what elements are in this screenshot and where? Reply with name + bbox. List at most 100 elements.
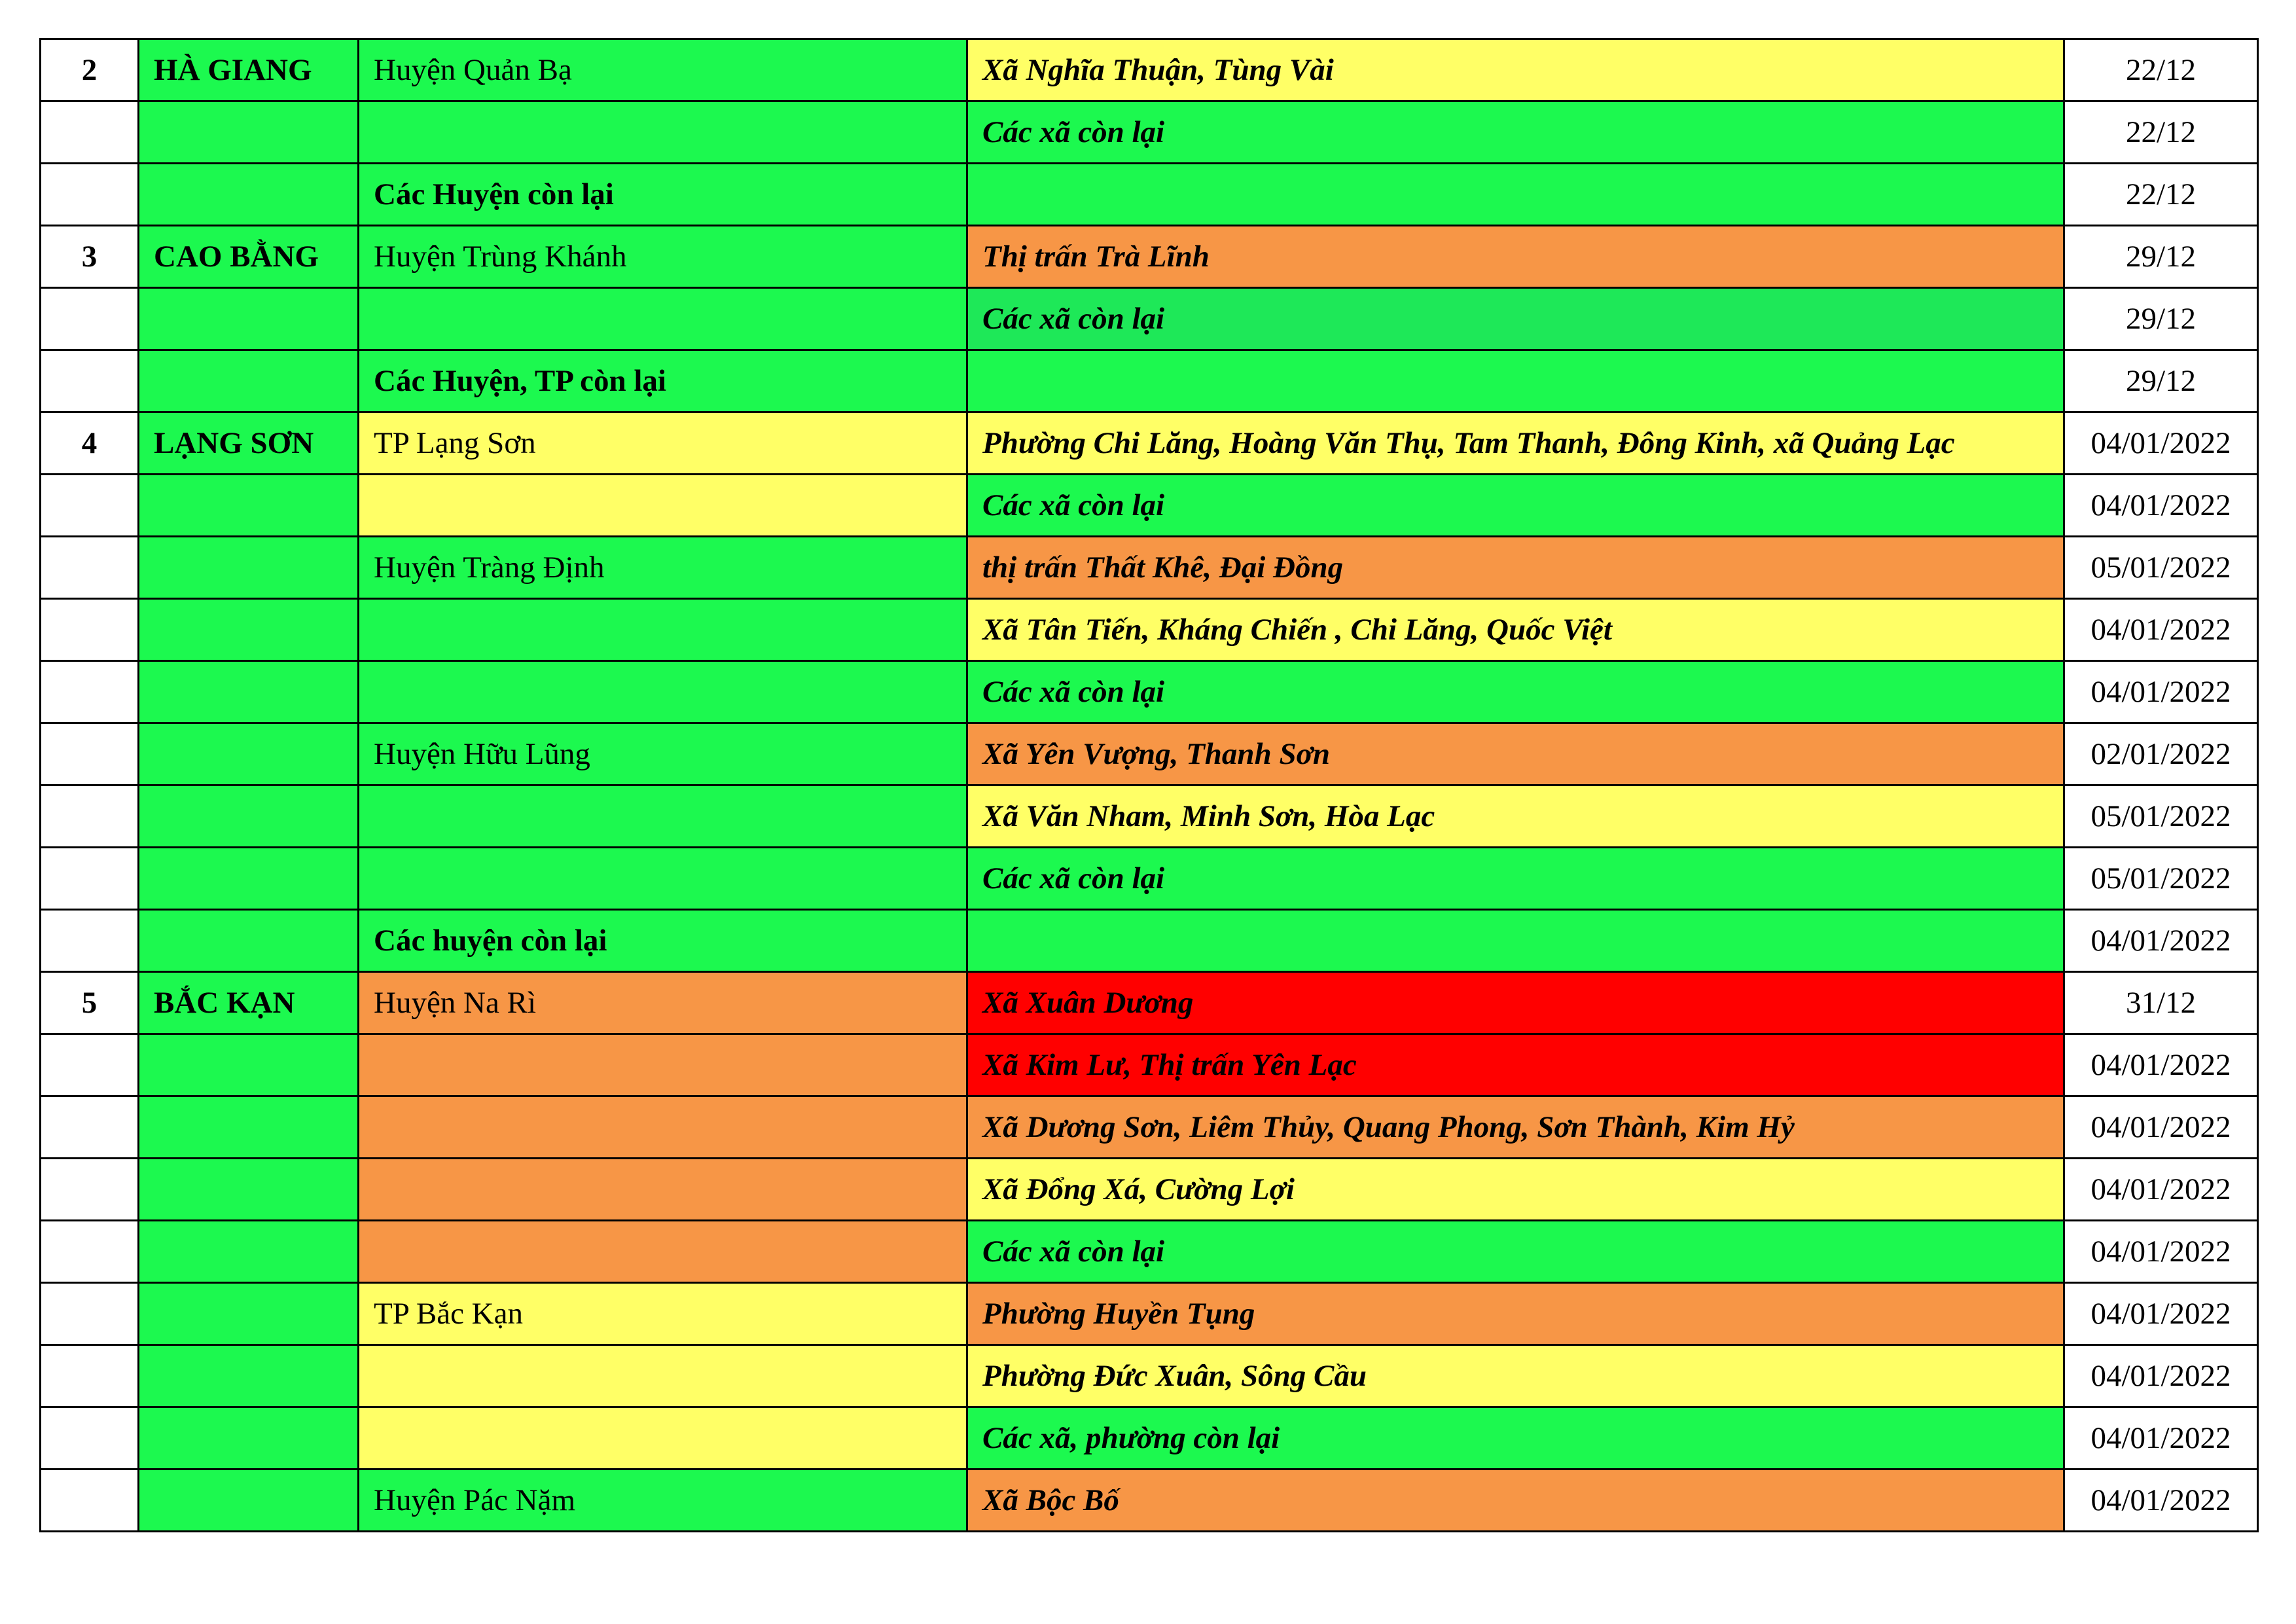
district-cell [357,784,968,848]
province-cell [137,287,359,351]
stt-cell [39,846,139,911]
table-row: Phường Đức Xuân, Sông Cầu 04/01/2022 [39,1344,2259,1408]
table-row: TP Bắc Kạn Phường Huyền Tụng 04/01/2022 [39,1282,2259,1346]
province-cell [137,162,359,226]
province-cell: BẮC KẠN [137,971,359,1035]
table-row: Huyện Pác Nặm Xã Bộc Bố 04/01/2022 [39,1468,2259,1532]
date-cell: 04/01/2022 [2063,1406,2259,1470]
ward-cell: Các xã còn lại [966,846,2065,911]
province-cell [137,473,359,537]
province-cell [137,909,359,973]
date-cell: 04/01/2022 [2063,660,2259,724]
stt-cell [39,535,139,600]
table-row: Các xã còn lại 05/01/2022 [39,846,2259,911]
province-cell [137,349,359,413]
table-row: Các xã còn lại 04/01/2022 [39,660,2259,724]
date-cell: 22/12 [2063,100,2259,164]
ward-cell: Phường Chi Lăng, Hoàng Văn Thụ, Tam Than… [966,411,2065,475]
stt-cell [39,1406,139,1470]
stt-cell: 5 [39,971,139,1035]
table-row: Xã Đổng Xá, Cường Lợi 04/01/2022 [39,1157,2259,1221]
date-cell: 04/01/2022 [2063,1095,2259,1159]
province-cell [137,1406,359,1470]
table-row: Các xã còn lại 29/12 [39,287,2259,351]
province-cell [137,1033,359,1097]
stt-cell [39,473,139,537]
province-cell [137,722,359,786]
table-row: Các xã còn lại 04/01/2022 [39,1219,2259,1284]
date-cell: 04/01/2022 [2063,909,2259,973]
ward-cell [966,909,2065,973]
stt-cell [39,1033,139,1097]
stt-cell [39,162,139,226]
table-row: Các huyện còn lại 04/01/2022 [39,909,2259,973]
table-row: Các xã còn lại 04/01/2022 [39,473,2259,537]
ward-cell: Các xã, phường còn lại [966,1406,2065,1470]
province-cell [137,1219,359,1284]
province-cell: HÀ GIANG [137,38,359,102]
stt-cell [39,1157,139,1221]
ward-cell: Các xã còn lại [966,473,2065,537]
table-row: Xã Dương Sơn, Liêm Thủy, Quang Phong, Sơ… [39,1095,2259,1159]
ward-cell [966,162,2065,226]
stt-cell [39,722,139,786]
table-row: Các xã, phường còn lại 04/01/2022 [39,1406,2259,1470]
stt-cell [39,1344,139,1408]
date-cell: 04/01/2022 [2063,1033,2259,1097]
stt-cell [39,660,139,724]
ward-cell: Thị trấn Trà Lĩnh [966,225,2065,289]
district-cell: Huyện Na Rì [357,971,968,1035]
province-cell [137,535,359,600]
province-cell [137,1282,359,1346]
province-cell [137,1157,359,1221]
stt-cell [39,1095,139,1159]
stt-cell [39,1282,139,1346]
district-cell [357,1406,968,1470]
province-cell [137,784,359,848]
province-cell [137,598,359,662]
district-cell: Các Huyện, TP còn lại [357,349,968,413]
date-cell: 04/01/2022 [2063,473,2259,537]
ward-cell: Xã Nghĩa Thuận, Tùng Vài [966,38,2065,102]
province-cell [137,660,359,724]
ward-cell: Xã Văn Nham, Minh Sơn, Hòa Lạc [966,784,2065,848]
province-cell: LẠNG SƠN [137,411,359,475]
date-cell: 02/01/2022 [2063,722,2259,786]
district-cell: Huyện Tràng Định [357,535,968,600]
ward-cell: Xã Kim Lư, Thị trấn Yên Lạc [966,1033,2065,1097]
table-row: Xã Kim Lư, Thị trấn Yên Lạc 04/01/2022 [39,1033,2259,1097]
district-cell: Huyện Trùng Khánh [357,225,968,289]
district-cell: Huyện Hữu Lũng [357,722,968,786]
date-cell: 04/01/2022 [2063,1282,2259,1346]
date-cell: 22/12 [2063,38,2259,102]
district-cell [357,473,968,537]
district-cell: Các Huyện còn lại [357,162,968,226]
district-cell [357,846,968,911]
ward-cell: Xã Yên Vượng, Thanh Sơn [966,722,2065,786]
district-cell [357,1095,968,1159]
ward-cell: Các xã còn lại [966,100,2065,164]
stt-cell: 2 [39,38,139,102]
province-cell [137,100,359,164]
table-row: Huyện Hữu Lũng Xã Yên Vượng, Thanh Sơn 02/… [39,722,2259,786]
table-row: Huyện Tràng Định thị trấn Thất Khê, Đại Đ… [39,535,2259,600]
district-cell [357,1219,968,1284]
district-cell: Huyện Quản Bạ [357,38,968,102]
stt-cell [39,784,139,848]
date-cell: 22/12 [2063,162,2259,226]
date-cell: 29/12 [2063,225,2259,289]
stt-cell [39,1219,139,1284]
ward-cell: thị trấn Thất Khê, Đại Đồng [966,535,2065,600]
district-cell [357,598,968,662]
district-cell [357,1033,968,1097]
date-cell: 29/12 [2063,349,2259,413]
province-cell [137,1095,359,1159]
ward-cell: Xã Bộc Bố [966,1468,2065,1532]
date-cell: 31/12 [2063,971,2259,1035]
stt-cell [39,287,139,351]
stt-cell: 3 [39,225,139,289]
province-cell [137,846,359,911]
date-cell: 04/01/2022 [2063,1344,2259,1408]
ward-cell: Các xã còn lại [966,287,2065,351]
stt-cell [39,100,139,164]
